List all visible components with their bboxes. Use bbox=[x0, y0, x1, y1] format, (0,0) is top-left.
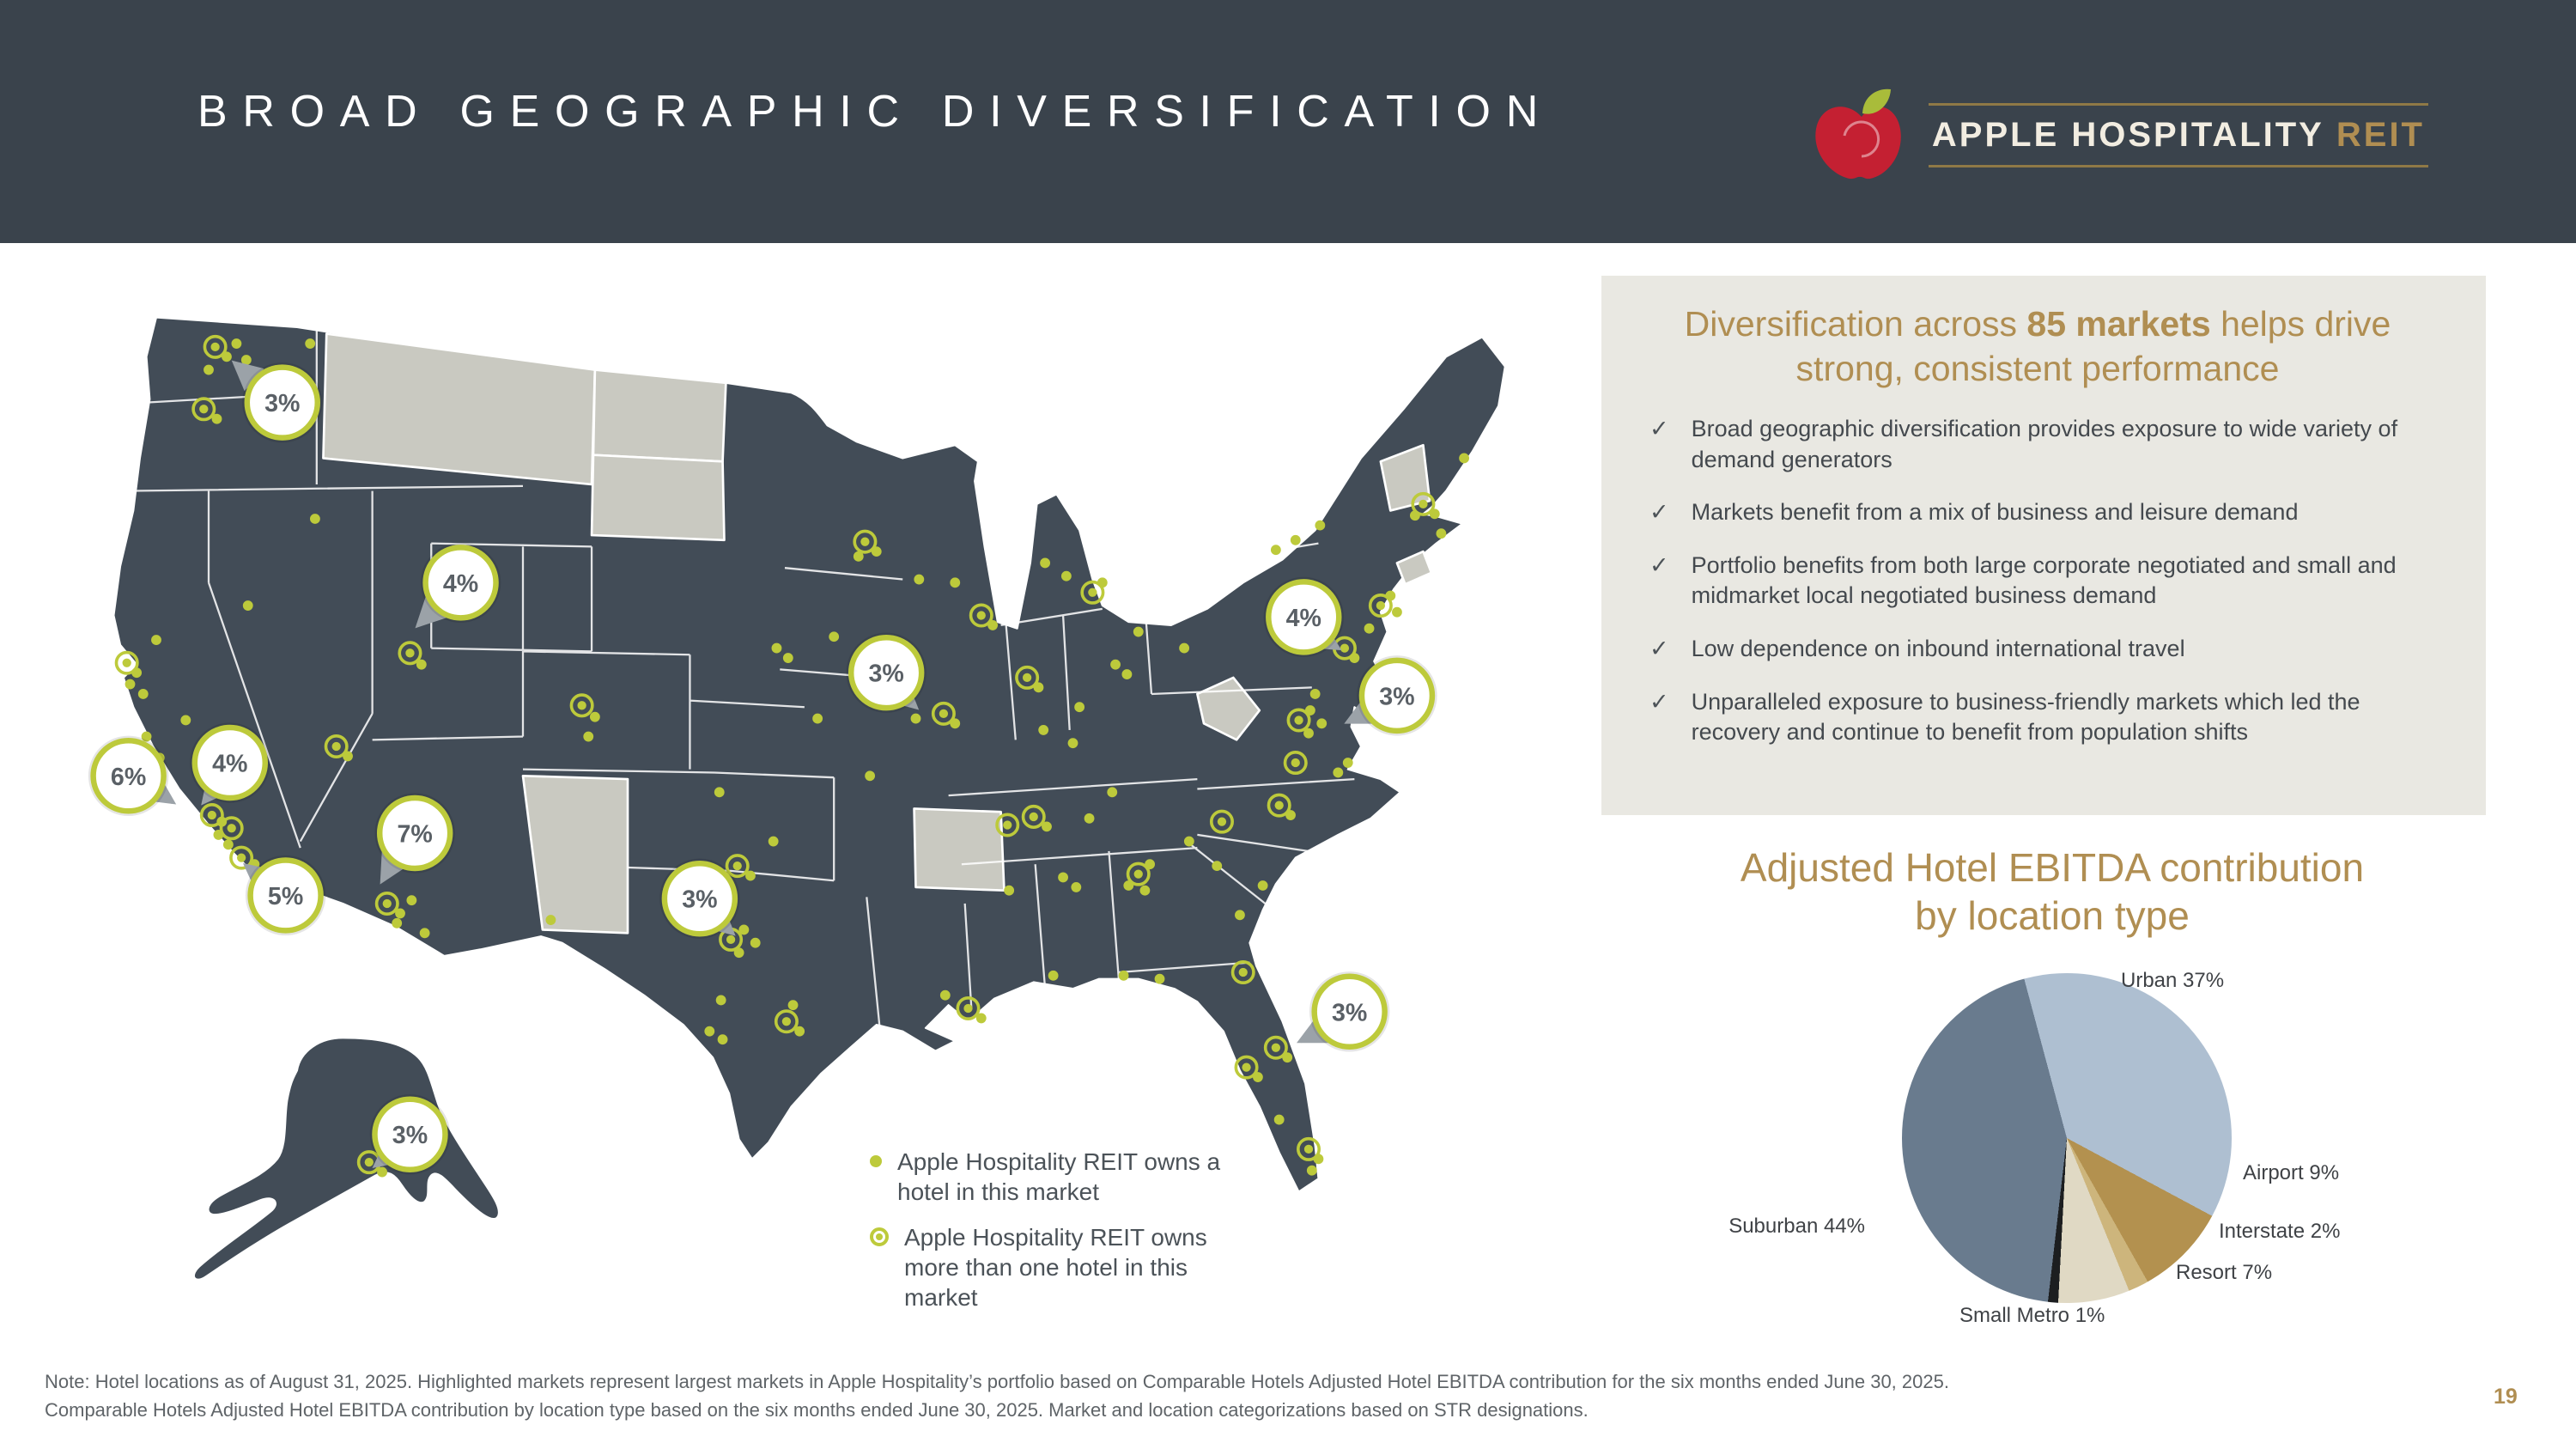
svg-text:3%: 3% bbox=[392, 1122, 428, 1149]
highlights-list: ✓ Broad geographic diversification provid… bbox=[1649, 414, 2426, 748]
list-item: ✓ Low dependence on inbound international… bbox=[1649, 634, 2426, 665]
svg-text:3%: 3% bbox=[869, 661, 904, 688]
market-badge: 4% bbox=[415, 542, 501, 629]
apple-logo-icon bbox=[1815, 88, 1901, 180]
list-item: ✓ Unparalleled exposure to business-frien… bbox=[1649, 687, 2426, 748]
svg-text:3%: 3% bbox=[1379, 683, 1414, 710]
panel-title-prefix: Diversification across bbox=[1684, 304, 2027, 344]
state-alaska bbox=[192, 1037, 500, 1281]
check-icon: ✓ bbox=[1649, 551, 1669, 578]
pie-label-interstate: Interstate 2% bbox=[2219, 1220, 2341, 1243]
legend-item-single-hotel: Apple Hospitality REIT owns a hotel in t… bbox=[870, 1147, 1273, 1207]
market-badge: 3% bbox=[1297, 971, 1390, 1052]
us-map: 3% 4% 6% 4% 7% 5% 3% 3% 4% 3% 3% 3% bbox=[88, 316, 1506, 1281]
svg-text:4%: 4% bbox=[212, 751, 247, 778]
highlights-panel: Diversification across 85 markets helps … bbox=[1601, 276, 2486, 815]
market-badge: 3% bbox=[231, 360, 323, 443]
usa-lower48-silhouette bbox=[112, 316, 1506, 1193]
single-hotel-dot-icon bbox=[870, 1155, 882, 1167]
check-icon: ✓ bbox=[1649, 688, 1669, 715]
state-connecticut bbox=[1395, 550, 1433, 586]
bullet-text: Unparalleled exposure to business-friend… bbox=[1691, 688, 2360, 746]
pie-chart-heading: Adjusted Hotel EBITDA contribution by loc… bbox=[1674, 843, 2430, 940]
pie-label-suburban: Suburban 44% bbox=[1728, 1215, 1865, 1238]
brand-accent-text: REIT bbox=[2336, 115, 2425, 154]
pie-label-small-metro: Small Metro 1% bbox=[1959, 1304, 2105, 1327]
market-badge: 3% bbox=[846, 632, 927, 713]
svg-text:3%: 3% bbox=[682, 886, 717, 914]
list-item: ✓ Markets benefit from a mix of business … bbox=[1649, 497, 2426, 528]
svg-text:3%: 3% bbox=[1332, 999, 1367, 1026]
svg-text:4%: 4% bbox=[1286, 605, 1321, 632]
pie-heading-line2: by location type bbox=[1915, 893, 2190, 939]
pie-label-resort: Resort 7% bbox=[2176, 1261, 2273, 1284]
svg-text:7%: 7% bbox=[398, 820, 433, 848]
page-number: 19 bbox=[2494, 1385, 2518, 1409]
muted-states bbox=[322, 332, 1433, 935]
pie-label-airport: Airport 9% bbox=[2243, 1161, 2340, 1184]
brand-logo: APPLE HOSPITALITY REIT bbox=[1808, 82, 2428, 187]
bullet-text: Low dependence on inbound international … bbox=[1691, 636, 2185, 662]
pie-label-urban: Urban 37% bbox=[2121, 969, 2225, 992]
legend-label: Apple Hospitality REIT owns more than on… bbox=[904, 1224, 1207, 1311]
multi-hotel-dot-icon bbox=[870, 1227, 889, 1246]
svg-text:6%: 6% bbox=[111, 764, 146, 791]
check-icon: ✓ bbox=[1649, 636, 1669, 662]
state-arkansas bbox=[913, 807, 1005, 892]
state-montana bbox=[322, 332, 597, 486]
market-badge: 3% bbox=[1344, 655, 1437, 736]
brand-main-text: APPLE HOSPITALITY bbox=[1931, 115, 2324, 154]
hotel-market-dots bbox=[114, 334, 1470, 1178]
panel-title-bold: 85 markets bbox=[2026, 304, 2211, 344]
market-badge: 4% bbox=[1263, 576, 1344, 658]
check-icon: ✓ bbox=[1649, 499, 1669, 526]
svg-text:3%: 3% bbox=[264, 390, 300, 417]
market-badge: 4% bbox=[190, 722, 270, 806]
map-legend: Apple Hospitality REIT owns a hotel in t… bbox=[870, 1147, 1273, 1328]
logo-rule-bottom bbox=[1928, 164, 2428, 167]
footnote: Note: Hotel locations as of August 31, 2… bbox=[45, 1371, 1949, 1421]
market-badge: 7% bbox=[374, 793, 455, 885]
state-north-dakota bbox=[592, 368, 727, 463]
state-south-dakota bbox=[590, 454, 726, 542]
svg-text:4%: 4% bbox=[443, 570, 478, 598]
state-new-mexico bbox=[521, 774, 629, 935]
check-icon: ✓ bbox=[1649, 415, 1669, 441]
market-badge: 5% bbox=[242, 855, 326, 936]
panel-title: Diversification across 85 markets helps … bbox=[1681, 301, 2394, 392]
market-badge: 3% bbox=[659, 858, 740, 939]
svg-text:5%: 5% bbox=[268, 883, 303, 910]
header-bar: BROAD GEOGRAPHIC DIVERSIFICATION APPLE H… bbox=[0, 0, 2576, 243]
logo-rule-top bbox=[1928, 102, 2428, 106]
legend-label: Apple Hospitality REIT owns a hotel in t… bbox=[897, 1148, 1221, 1205]
ebitda-pie-chart bbox=[1902, 973, 2232, 1303]
bullet-text: Broad geographic diversification provide… bbox=[1691, 415, 2398, 472]
list-item: ✓ Broad geographic diversification provid… bbox=[1649, 414, 2426, 475]
bullet-text: Markets benefit from a mix of business a… bbox=[1691, 499, 2299, 526]
brand-wordmark: APPLE HOSPITALITY REIT bbox=[1928, 102, 2428, 167]
legend-item-multi-hotel: Apple Hospitality REIT owns more than on… bbox=[870, 1222, 1273, 1312]
list-item: ✓ Portfolio benefits from both large corp… bbox=[1649, 551, 2426, 612]
state-west-virginia bbox=[1196, 676, 1261, 741]
pie-heading-line1: Adjusted Hotel EBITDA contribution bbox=[1740, 845, 2365, 890]
market-badge: 3% bbox=[369, 1094, 451, 1175]
page-title: BROAD GEOGRAPHIC DIVERSIFICATION bbox=[197, 87, 1553, 137]
market-badge: 6% bbox=[88, 735, 177, 816]
panel-title-suffix: helps drive strong, consistent performan… bbox=[1795, 304, 2391, 389]
market-percentage-badges: 3% 4% 6% 4% 7% 5% 3% 3% 4% 3% 3% 3% bbox=[88, 360, 1437, 1175]
bullet-text: Portfolio benefits from both large corpo… bbox=[1691, 551, 2397, 609]
